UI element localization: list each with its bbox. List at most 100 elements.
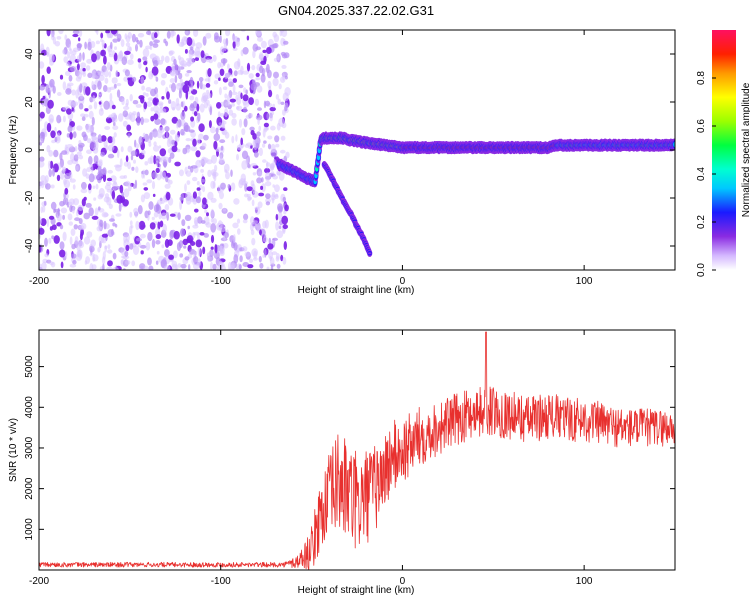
- spectrogram-noise-blob: [252, 50, 256, 59]
- spectrogram-noise-blob: [62, 214, 65, 220]
- spectrogram-noise-blob: [200, 168, 205, 173]
- spectrogram-noise-blob: [283, 210, 287, 215]
- spectrogram-noise-blob: [171, 82, 176, 93]
- spectrogram-noise-blob: [209, 106, 213, 116]
- spectrogram-noise-blob: [242, 219, 248, 224]
- colorbar-tick-label: 0.0: [696, 263, 707, 277]
- snr-x-tick-label: 0: [400, 576, 406, 587]
- spectrogram-noise-blob: [210, 208, 215, 218]
- spectrogram-noise-blob: [151, 181, 156, 190]
- spectrogram-noise-blob: [104, 245, 107, 253]
- spectrogram-noise-blob: [180, 263, 187, 269]
- spectrogram-noise-blob: [144, 161, 149, 166]
- spectrogram-noise-blob: [60, 261, 64, 269]
- spectrogram-noise-blob: [107, 144, 115, 152]
- spectrogram-noise-layer: [39, 30, 291, 270]
- spectrogram-noise-blob: [184, 49, 188, 54]
- snr-plot-area: [39, 330, 675, 570]
- spectrogram-noise-blob: [100, 32, 104, 39]
- spectrogram-noise-blob: [80, 188, 88, 194]
- spectrogram-noise-blob: [171, 107, 176, 111]
- spectrogram-noise-blob: [98, 101, 102, 105]
- spectrogram-noise-blob: [182, 238, 189, 246]
- spectrogram-noise-blob: [64, 187, 69, 195]
- spectrogram-noise-blob: [108, 203, 113, 209]
- spectrogram-noise-blob: [202, 36, 207, 46]
- spectrogram-noise-blob: [78, 225, 85, 231]
- spectrogram-noise-blob: [196, 138, 201, 145]
- spectrogram-noise-blob: [158, 145, 162, 149]
- spectrogram-noise-blob: [171, 116, 178, 124]
- spectrogram-noise-blob: [73, 224, 79, 230]
- spectrogram-noise-blob: [84, 41, 87, 50]
- spectrogram-noise-blob: [70, 253, 77, 259]
- spectrogram-noise-blob: [207, 191, 214, 200]
- spectrogram-noise-blob: [281, 64, 287, 69]
- spectrogram-noise-blob: [222, 58, 226, 66]
- spectrogram-noise-blob: [152, 145, 160, 152]
- spectrogram-noise-blob: [120, 259, 124, 265]
- spectrogram-noise-blob: [40, 175, 46, 182]
- spectrogram-noise-blob: [65, 193, 69, 199]
- spectrogram-noise-blob: [242, 47, 249, 55]
- colorbar-tick-label: 0.8: [696, 71, 707, 85]
- spectrogram-noise-blob: [224, 108, 229, 118]
- spectrogram-noise-blob: [213, 80, 219, 85]
- spectrogram-noise-blob: [164, 238, 170, 248]
- spectrogram-noise-blob: [138, 136, 143, 146]
- spectrogram-noise-blob: [224, 73, 228, 80]
- spectrogram-noise-blob: [256, 177, 262, 184]
- spectrogram-noise-blob: [250, 180, 255, 187]
- spectrogram-noise-blob: [161, 108, 167, 114]
- spectrogram-noise-blob: [116, 194, 123, 204]
- spectrogram-noise-blob: [48, 215, 55, 220]
- spectrogram-noise-blob: [231, 135, 235, 144]
- spectrogram-noise-blob: [159, 197, 163, 201]
- spectrogram-noise-blob: [156, 250, 160, 255]
- spectrogram-noise-blob: [135, 220, 140, 231]
- spectrogram-noise-blob: [39, 227, 45, 235]
- spectrogram-noise-blob: [103, 212, 109, 217]
- spectrogram-noise-blob: [219, 35, 222, 43]
- spectrogram-noise-blob: [237, 69, 243, 75]
- spectrogram-noise-blob: [276, 263, 281, 269]
- spectrogram-noise-blob: [153, 155, 157, 165]
- spectrogram-noise-blob: [214, 244, 218, 254]
- spectrogram-noise-blob: [208, 120, 212, 129]
- spectrogram-noise-blob: [204, 78, 210, 82]
- spectrogram-noise-blob: [280, 254, 284, 262]
- spectrogram-noise-blob: [219, 46, 225, 55]
- spectrogram-noise-blob: [39, 111, 45, 119]
- spectrogram-noise-blob: [180, 101, 184, 108]
- spectrogram-noise-blob: [66, 133, 70, 138]
- spectrogram-noise-blob: [53, 235, 60, 244]
- spectrogram-noise-blob: [232, 222, 239, 229]
- spectrogram-noise-blob: [219, 191, 224, 200]
- spectrogram-noise-blob: [88, 183, 92, 191]
- spectrogram-noise-blob: [230, 169, 233, 177]
- spectrogram-noise-blob: [65, 61, 70, 66]
- spectrogram-noise-blob: [165, 130, 169, 139]
- spectrogram-noise-blob: [64, 172, 71, 180]
- spectrogram-noise-blob: [113, 132, 117, 138]
- spectrogram-noise-blob: [71, 107, 74, 112]
- spectrogram-noise-blob: [218, 245, 225, 255]
- spectrogram-noise-blob: [283, 241, 287, 250]
- spectrogram-noise-blob: [115, 164, 122, 172]
- spectrogram-noise-blob: [212, 263, 217, 270]
- spectrogram-y-tick-label: -40: [24, 238, 35, 253]
- spectrogram-noise-blob: [76, 210, 79, 217]
- spectrogram-noise-blob: [218, 157, 225, 164]
- spectrogram-noise-blob: [110, 30, 118, 35]
- spectrogram-noise-blob: [151, 216, 155, 221]
- spectrogram-noise-blob: [101, 233, 108, 238]
- spectrogram-noise-blob: [263, 122, 269, 128]
- spectrogram-noise-blob: [108, 53, 114, 58]
- spectrogram-noise-blob: [85, 86, 91, 96]
- spectrogram-noise-blob: [137, 58, 142, 63]
- spectrogram-noise-blob: [83, 196, 87, 201]
- spectrogram-noise-blob: [198, 190, 202, 197]
- snr-x-axis-title: Height of straight line (km): [298, 585, 415, 596]
- spectrogram-noise-blob: [233, 70, 238, 77]
- spectrogram-noise-blob: [185, 170, 192, 177]
